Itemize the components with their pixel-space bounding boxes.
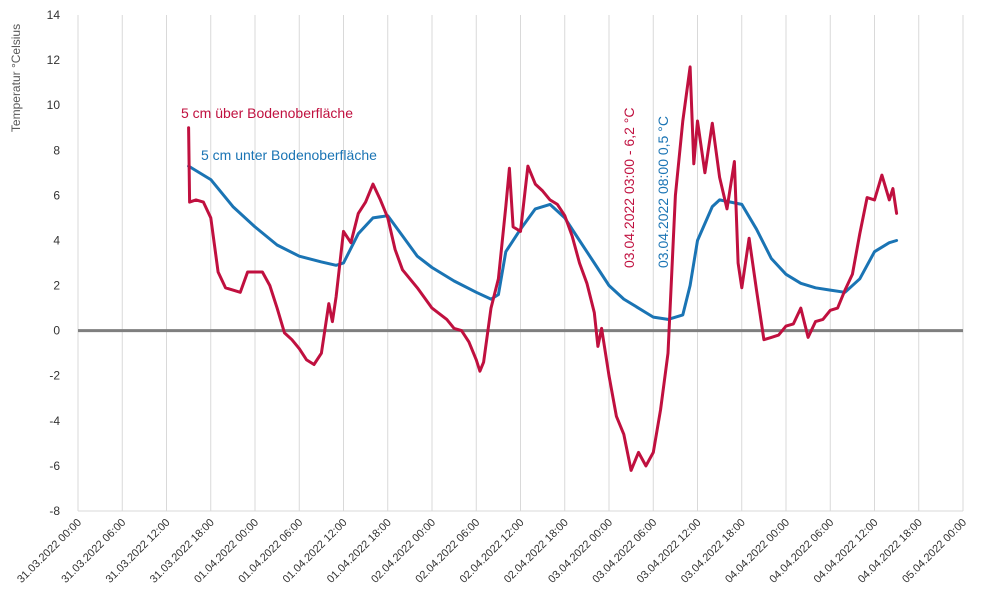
y-tick-label: 6 [53, 188, 60, 202]
y-tick-label: 12 [47, 53, 61, 67]
grid-lines [77, 15, 964, 512]
y-tick-label: 14 [47, 8, 61, 22]
series-label-below-ground: 5 cm unter Bodenoberfläche [201, 147, 377, 163]
y-axis-label: Temperatur °Celsius [9, 24, 23, 132]
y-tick-label: 8 [53, 143, 60, 157]
series-label-above-ground: 5 cm über Bodenoberfläche [181, 105, 353, 121]
y-tick-label: 2 [53, 279, 60, 293]
annotation-min-soil: 03.04.2022 08:00 0,5 °C [655, 116, 671, 268]
y-tick-label: 4 [53, 233, 60, 247]
y-tick-label: -8 [49, 504, 60, 518]
y-tick-label: -2 [49, 369, 60, 383]
series-line-below-ground [187, 164, 899, 321]
y-tick-label: 0 [53, 324, 60, 338]
series-lines [187, 65, 899, 472]
series-line-above-ground [187, 65, 899, 472]
y-tick-labels: -8 -6 -4 -2 0 2 4 6 8 10 12 14 [47, 8, 61, 518]
y-tick-label: 10 [47, 98, 61, 112]
y-tick-label: -6 [49, 459, 60, 473]
annotation-min-air: 03.04.2022 03:00 - 6,2 °C [621, 108, 637, 269]
y-tick-label: -4 [49, 414, 60, 428]
